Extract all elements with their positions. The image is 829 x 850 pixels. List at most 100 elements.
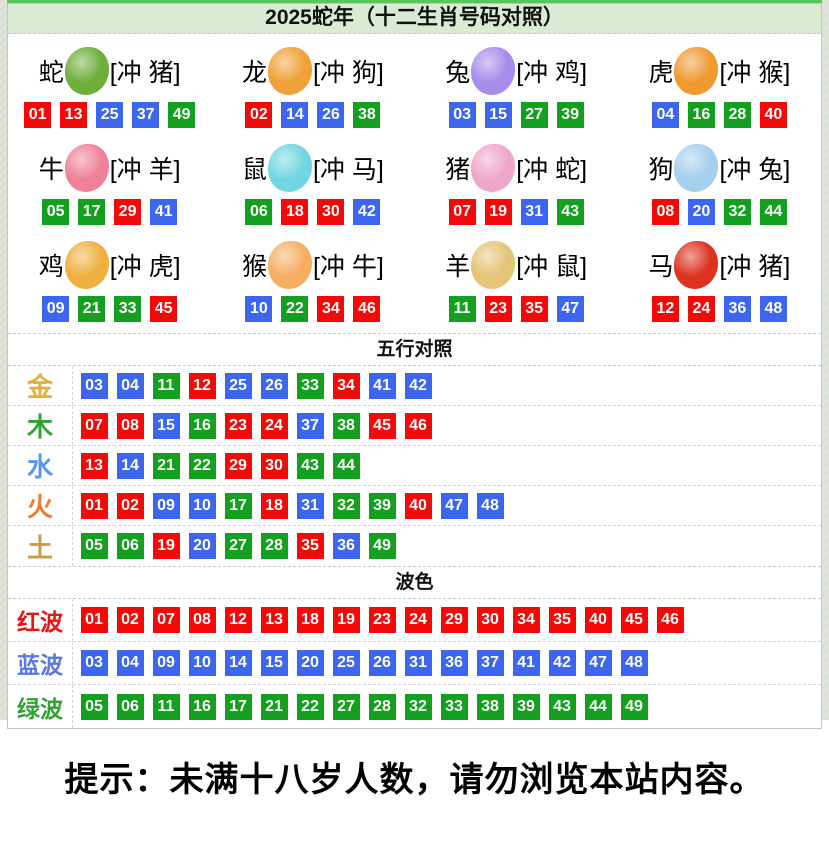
- number-tile: 24: [404, 607, 432, 633]
- number-tile: 18: [260, 492, 288, 519]
- number-tile: 08: [116, 412, 144, 439]
- number-tile: 21: [260, 693, 288, 720]
- zodiac-name-row: 蛇 [冲 猪]: [8, 42, 211, 100]
- zodiac-name: 羊: [445, 253, 471, 281]
- rat-icon: [267, 144, 312, 192]
- number-tile: 41: [512, 650, 540, 676]
- number-tile: 19: [484, 199, 512, 225]
- number-tile: 21: [78, 296, 106, 322]
- zodiac-clash-label: [冲 虎]: [109, 253, 181, 281]
- wuxing-table: 金 03 04 11 12 25 26 33 34 41 42 木 07 08 15 16 23 24 37 38 45…: [8, 366, 821, 566]
- number-tile: 42: [353, 199, 381, 225]
- number-tile: 49: [168, 102, 196, 128]
- wuxing-row-numbers: 05 06 19 20 27 28 35 36 49: [73, 533, 400, 559]
- number-tile: 27: [224, 533, 252, 559]
- zodiac-cell: 猴 [冲 牛] 10 22 34 46: [211, 230, 414, 327]
- zodiac-name-row: 马 [冲 猪]: [618, 236, 821, 294]
- zodiac-name: 马: [648, 253, 674, 281]
- number-tile: 18: [281, 199, 309, 225]
- number-tile: 26: [368, 650, 396, 676]
- number-tile: 23: [484, 296, 512, 322]
- zodiac-name-row: 狗 [冲 兔]: [618, 139, 821, 197]
- number-tile: 23: [224, 412, 252, 439]
- zodiac-name: 虎: [648, 59, 674, 87]
- number-tile: 18: [296, 607, 324, 633]
- number-tile: 29: [440, 607, 468, 633]
- wuxing-row-label: 金: [8, 366, 73, 405]
- number-tile: 16: [188, 412, 216, 439]
- zodiac-number-row: 05 17 29 41: [8, 199, 211, 225]
- bose-row-label: 红波: [8, 599, 73, 641]
- number-tile: 25: [96, 102, 124, 128]
- wuxing-row-label: 火: [8, 486, 73, 525]
- bose-row-numbers: 05 06 11 16 17 21 22 27 28 32 33 38 39 43 44 49: [73, 693, 652, 720]
- number-tile: 26: [260, 372, 288, 399]
- zodiac-cell: 马 [冲 猪] 12 24 36 48: [618, 230, 821, 327]
- number-tile: 23: [368, 607, 396, 633]
- wuxing-row: 金 03 04 11 12 25 26 33 34 41 42: [8, 366, 821, 406]
- zodiac-clash-label: [冲 狗]: [312, 59, 384, 87]
- zodiac-number-row: 04 16 28 40: [618, 102, 821, 128]
- number-tile: 48: [476, 492, 504, 519]
- number-tile: 40: [759, 102, 787, 128]
- number-tile: 28: [368, 693, 396, 720]
- wuxing-row-numbers: 01 02 09 10 17 18 31 32 39 40 47 48: [73, 492, 508, 519]
- zodiac-cell: 蛇 [冲 猪] 01 13 25 37 49: [8, 36, 211, 133]
- number-tile: 01: [24, 102, 52, 128]
- number-tile: 07: [448, 199, 476, 225]
- dog-icon: [674, 144, 719, 192]
- number-tile: 36: [723, 296, 751, 322]
- number-tile: 15: [152, 412, 180, 439]
- zodiac-number-row: 02 14 26 38: [211, 102, 414, 128]
- zodiac-name-row: 羊 [冲 鼠]: [415, 236, 618, 294]
- number-tile: 37: [296, 412, 324, 439]
- age-warning-text: 提示：未满十八岁人数，请勿浏览本站内容。: [64, 761, 765, 799]
- dragon-icon: [267, 47, 312, 95]
- number-tile: 44: [584, 693, 612, 720]
- zodiac-cell: 鼠 [冲 马] 06 18 30 42: [211, 133, 414, 230]
- number-tile: 28: [723, 102, 751, 128]
- number-tile: 10: [188, 492, 216, 519]
- number-tile: 46: [404, 412, 432, 439]
- bose-row-numbers: 03 04 09 10 14 15 20 25 26 31 36 37 41 42 47 48: [73, 650, 652, 676]
- zodiac-name-row: 鸡 [冲 虎]: [8, 236, 211, 294]
- number-tile: 17: [78, 199, 106, 225]
- number-tile: 19: [332, 607, 360, 633]
- number-tile: 21: [152, 452, 180, 479]
- zodiac-clash-label: [冲 鼠]: [516, 253, 588, 281]
- goat-icon: [471, 241, 516, 289]
- number-tile: 30: [260, 452, 288, 479]
- bose-row: 红波 01 02 07 08 12 13 18 19 23 24 29 30 34 35 40 45 46: [8, 599, 821, 642]
- number-tile: 30: [317, 199, 345, 225]
- number-tile: 04: [116, 372, 144, 399]
- zodiac-board: 2025蛇年（十二生肖号码对照） 蛇 [冲 猪] 01 13 25 37 49 龙 [冲 狗] 0…: [7, 3, 822, 729]
- number-tile: 27: [332, 693, 360, 720]
- zodiac-number-row: 09 21 33 45: [8, 296, 211, 322]
- top-border-strip: [0, 0, 829, 3]
- number-tile: 38: [476, 693, 504, 720]
- wuxing-row: 木 07 08 15 16 23 24 37 38 45 46: [8, 406, 821, 446]
- number-tile: 38: [332, 412, 360, 439]
- zodiac-name-row: 牛 [冲 羊]: [8, 139, 211, 197]
- zodiac-clash-label: [冲 鸡]: [516, 59, 588, 87]
- number-tile: 13: [60, 102, 88, 128]
- number-tile: 16: [188, 693, 216, 720]
- number-tile: 41: [368, 372, 396, 399]
- zodiac-clash-label: [冲 猪]: [109, 59, 181, 87]
- number-tile: 05: [80, 693, 108, 720]
- number-tile: 10: [245, 296, 273, 322]
- rooster-icon: [64, 241, 109, 289]
- number-tile: 15: [484, 102, 512, 128]
- number-tile: 08: [188, 607, 216, 633]
- number-tile: 29: [114, 199, 142, 225]
- zodiac-name: 牛: [38, 156, 64, 184]
- zodiac-clash-label: [冲 马]: [312, 156, 384, 184]
- number-tile: 12: [651, 296, 679, 322]
- number-tile: 35: [296, 533, 324, 559]
- number-tile: 24: [260, 412, 288, 439]
- zodiac-clash-label: [冲 猴]: [719, 59, 791, 87]
- number-tile: 47: [440, 492, 468, 519]
- number-tile: 45: [150, 296, 178, 322]
- number-tile: 14: [281, 102, 309, 128]
